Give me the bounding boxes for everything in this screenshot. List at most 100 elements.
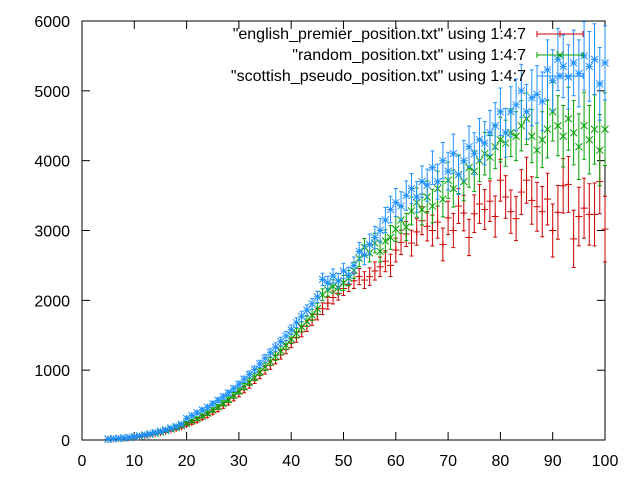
data-point [564, 155, 572, 213]
legend-entry-2: "scottish_pseudo_position.txt" using 1:4… [231, 68, 584, 85]
marker-stroke [433, 177, 442, 186]
marker-stroke [585, 135, 594, 144]
data-point [580, 21, 588, 91]
marker-stroke [454, 170, 463, 179]
y-tick-label: 0 [61, 433, 70, 450]
marker-stroke [140, 430, 149, 439]
marker-stroke [423, 181, 432, 189]
marker-stroke [507, 107, 515, 116]
marker-stroke [135, 431, 144, 440]
data-point [203, 403, 212, 412]
marker-stroke [590, 55, 599, 64]
data-point [601, 195, 609, 263]
y-tick-label: 5000 [34, 84, 70, 101]
x-tick-label: 40 [282, 453, 300, 470]
data-point [559, 34, 568, 99]
data-point [292, 327, 301, 339]
data-point [554, 27, 562, 91]
data-point [381, 206, 390, 234]
data-point [491, 102, 500, 150]
legend-label: "english_premier_position.txt" using 1:4… [233, 26, 526, 43]
data-point [292, 317, 301, 329]
data-point [585, 104, 594, 175]
data-point [554, 184, 562, 240]
marker-stroke [491, 121, 500, 130]
data-point [491, 195, 499, 238]
data-point [407, 173, 416, 205]
data-point [601, 92, 609, 167]
y-tick-label: 4000 [34, 154, 70, 171]
data-point [355, 268, 363, 286]
series-2 [104, 21, 609, 444]
data-point [433, 163, 442, 200]
x-tick-label: 50 [335, 453, 353, 470]
marker-stroke [556, 72, 564, 80]
x-axis: 0 10 20 30 40 50 60 70 80 90 100 [78, 21, 619, 470]
data-point [198, 412, 207, 420]
data-point [360, 271, 368, 289]
marker-stroke [548, 107, 557, 116]
data-point [559, 104, 568, 168]
data-point [470, 132, 479, 176]
marker-stroke [407, 184, 416, 193]
data-point [407, 229, 415, 257]
data-point [470, 194, 478, 234]
data-point [480, 121, 489, 166]
data-point [512, 78, 520, 132]
marker-stroke [397, 202, 405, 210]
marker-stroke [219, 399, 228, 408]
data-point [287, 324, 296, 335]
marker-stroke [418, 177, 426, 186]
data-point [428, 188, 437, 224]
marker-stroke [590, 125, 599, 134]
x-tick-label: 20 [178, 453, 196, 470]
marker-stroke [449, 149, 458, 158]
data-point [109, 434, 118, 443]
data-point [365, 233, 374, 256]
marker-stroke [371, 233, 379, 242]
legend-entry-1: "random_position.txt" using 1:4:7 [292, 47, 584, 64]
data-point [475, 183, 483, 225]
y-tick-label: 6000 [34, 14, 70, 31]
data-point [486, 180, 494, 222]
data-point [522, 84, 531, 140]
marker-stroke [543, 125, 552, 134]
marker-stroke [444, 167, 452, 175]
data-point [595, 47, 604, 121]
data-point [318, 272, 327, 287]
marker-stroke [601, 59, 609, 67]
data-point [360, 244, 369, 266]
data-point [371, 261, 379, 281]
marker-stroke [543, 66, 552, 74]
data-point [255, 359, 264, 369]
marker-stroke [303, 306, 311, 314]
data-point [397, 229, 405, 256]
marker-stroke [538, 97, 547, 106]
marker-stroke [556, 51, 564, 59]
marker-stroke [580, 121, 588, 130]
marker-stroke [355, 247, 364, 256]
x-tick-label: 30 [230, 453, 248, 470]
data-point [501, 107, 510, 158]
data-point [570, 209, 578, 269]
marker-stroke [439, 156, 447, 165]
marker-stroke [208, 399, 217, 408]
marker-stroke [303, 317, 311, 326]
data-point [517, 63, 526, 118]
marker-stroke [459, 177, 468, 186]
x-tick-label: 100 [592, 453, 619, 470]
marker-stroke [559, 62, 568, 71]
marker-stroke [564, 73, 573, 81]
data-point [339, 262, 348, 280]
marker-stroke [386, 233, 395, 242]
data-point [140, 430, 149, 439]
marker-stroke [208, 406, 217, 414]
data-point [313, 290, 322, 303]
marker-stroke [376, 247, 384, 256]
data-point [439, 180, 447, 218]
data-point [423, 168, 432, 202]
data-point [465, 218, 473, 257]
data-point [548, 49, 557, 112]
marker-stroke [313, 292, 322, 301]
data-point [486, 109, 494, 156]
